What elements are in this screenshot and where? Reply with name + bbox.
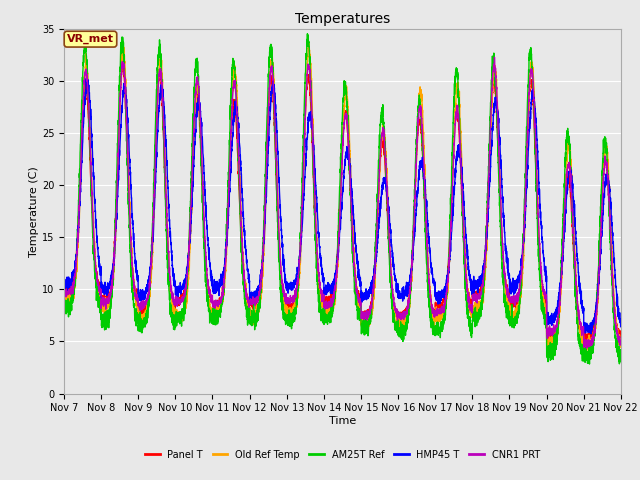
CNR1 PRT bbox=[60, 289, 68, 295]
CNR1 PRT bbox=[616, 341, 624, 347]
Old Ref Temp bbox=[617, 345, 625, 350]
Old Ref Temp bbox=[160, 116, 168, 122]
HMP45 T bbox=[616, 320, 624, 326]
Title: Temperatures: Temperatures bbox=[295, 12, 390, 26]
Old Ref Temp bbox=[467, 308, 475, 314]
Line: HMP45 T: HMP45 T bbox=[64, 76, 621, 334]
Old Ref Temp bbox=[616, 337, 624, 343]
HMP45 T bbox=[436, 288, 444, 294]
Old Ref Temp bbox=[581, 350, 589, 356]
AM25T Ref bbox=[322, 315, 330, 321]
AM25T Ref bbox=[436, 331, 444, 337]
HMP45 T bbox=[587, 331, 595, 336]
Panel T bbox=[118, 61, 126, 67]
HMP45 T bbox=[161, 108, 168, 114]
Old Ref Temp bbox=[499, 252, 507, 257]
CNR1 PRT bbox=[582, 346, 590, 351]
Old Ref Temp bbox=[436, 311, 444, 316]
Panel T bbox=[499, 254, 507, 260]
AM25T Ref bbox=[303, 31, 311, 36]
Line: AM25T Ref: AM25T Ref bbox=[64, 34, 621, 364]
Panel T bbox=[436, 306, 444, 312]
X-axis label: Time: Time bbox=[329, 416, 356, 426]
Panel T bbox=[546, 339, 554, 345]
AM25T Ref bbox=[586, 361, 593, 367]
Panel T bbox=[617, 334, 625, 340]
AM25T Ref bbox=[60, 297, 68, 303]
Panel T bbox=[60, 283, 68, 288]
Panel T bbox=[467, 300, 475, 306]
Old Ref Temp bbox=[60, 297, 68, 303]
AM25T Ref bbox=[467, 321, 475, 327]
AM25T Ref bbox=[160, 150, 168, 156]
Line: CNR1 PRT: CNR1 PRT bbox=[64, 57, 621, 348]
CNR1 PRT bbox=[617, 341, 625, 347]
CNR1 PRT bbox=[491, 54, 499, 60]
AM25T Ref bbox=[617, 353, 625, 359]
CNR1 PRT bbox=[436, 311, 444, 317]
CNR1 PRT bbox=[160, 133, 168, 139]
Text: VR_met: VR_met bbox=[67, 34, 114, 44]
Old Ref Temp bbox=[305, 40, 312, 46]
Panel T bbox=[161, 155, 168, 161]
HMP45 T bbox=[83, 73, 90, 79]
AM25T Ref bbox=[499, 273, 507, 279]
Old Ref Temp bbox=[322, 310, 330, 315]
CNR1 PRT bbox=[322, 302, 330, 308]
Line: Panel T: Panel T bbox=[64, 64, 621, 342]
Line: Old Ref Temp: Old Ref Temp bbox=[64, 43, 621, 353]
AM25T Ref bbox=[616, 350, 624, 356]
CNR1 PRT bbox=[499, 247, 507, 253]
HMP45 T bbox=[499, 194, 507, 200]
Legend: Panel T, Old Ref Temp, AM25T Ref, HMP45 T, CNR1 PRT: Panel T, Old Ref Temp, AM25T Ref, HMP45 … bbox=[141, 446, 544, 464]
HMP45 T bbox=[322, 292, 330, 298]
HMP45 T bbox=[60, 281, 68, 287]
Y-axis label: Temperature (C): Temperature (C) bbox=[29, 166, 39, 257]
Panel T bbox=[322, 296, 330, 302]
Panel T bbox=[616, 328, 624, 334]
CNR1 PRT bbox=[467, 304, 475, 310]
HMP45 T bbox=[617, 319, 625, 324]
HMP45 T bbox=[467, 285, 475, 291]
